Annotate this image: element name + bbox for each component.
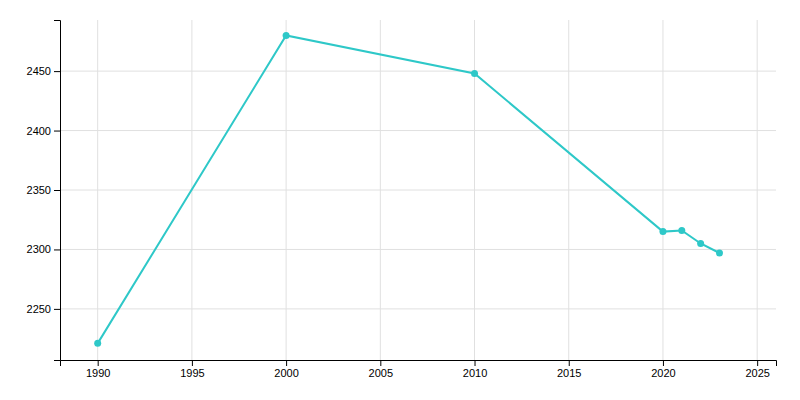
y-tick-label: 2300 — [27, 243, 51, 255]
chart: 1990 1995 2000 2005 2010 2015 2020 2025 2250 2300… — [0, 0, 800, 400]
x-tick: 2025 — [745, 360, 769, 379]
y-tick: 2450 — [27, 65, 60, 77]
y-tick-mark — [54, 190, 60, 191]
x-tick-label: 1990 — [86, 367, 110, 379]
x-tick: 2015 — [557, 360, 581, 379]
x-tick-label: 2015 — [557, 367, 581, 379]
x-tick-mark — [380, 360, 381, 366]
point — [471, 70, 478, 77]
x-tick-label: 2025 — [745, 367, 769, 379]
point — [94, 340, 101, 347]
x-tick: 1990 — [86, 360, 110, 379]
x-tick-mark — [757, 360, 758, 366]
point — [697, 240, 704, 247]
marks — [94, 32, 723, 347]
y-tick-mark — [54, 71, 60, 72]
x-tick-mark — [98, 360, 99, 366]
y-tick: 2350 — [27, 184, 60, 196]
y-tick: 2250 — [27, 303, 60, 315]
grid — [60, 20, 776, 360]
y-axis: 2250 2300 2350 2400 2450 — [27, 21, 61, 361]
y-tick: 2400 — [27, 125, 60, 137]
x-tick-label: 2020 — [651, 367, 675, 379]
x-tick-label: 2000 — [274, 367, 298, 379]
y-tick: 2300 — [27, 243, 60, 255]
x-tick: 2005 — [369, 360, 393, 379]
x-axis: 1990 1995 2000 2005 2010 2015 2020 2025 — [61, 360, 777, 379]
x-axis-line — [61, 361, 777, 367]
y-grid-line — [60, 71, 776, 72]
point — [716, 250, 723, 257]
x-tick-mark — [663, 360, 664, 366]
y-tick-label: 2400 — [27, 125, 51, 137]
x-tick-label: 2010 — [463, 367, 487, 379]
x-tick: 2000 — [274, 360, 298, 379]
y-grid-line — [60, 249, 776, 250]
point — [659, 228, 666, 235]
x-tick-mark — [192, 360, 193, 366]
y-tick-mark — [54, 249, 60, 250]
point — [283, 32, 290, 39]
x-tick-label: 1995 — [180, 367, 204, 379]
y-tick-label: 2450 — [27, 65, 51, 77]
y-tick-label: 2250 — [27, 303, 51, 315]
x-tick-mark — [569, 360, 570, 366]
y-axis-line — [54, 21, 61, 361]
x-tick-label: 2005 — [369, 367, 393, 379]
plot: 1990 1995 2000 2005 2010 2015 2020 2025 2250 2300… — [27, 20, 777, 379]
x-tick: 2010 — [463, 360, 487, 379]
y-tick-label: 2350 — [27, 184, 51, 196]
x-tick: 1995 — [180, 360, 204, 379]
x-tick-mark — [286, 360, 287, 366]
point — [678, 227, 685, 234]
x-tick-mark — [475, 360, 476, 366]
x-tick: 2020 — [651, 360, 675, 379]
y-grid-line — [60, 130, 776, 131]
y-grid-line — [60, 308, 776, 309]
line — [98, 35, 720, 343]
y-tick-mark — [54, 309, 60, 310]
y-grid-line — [60, 190, 776, 191]
y-tick-mark — [54, 131, 60, 132]
